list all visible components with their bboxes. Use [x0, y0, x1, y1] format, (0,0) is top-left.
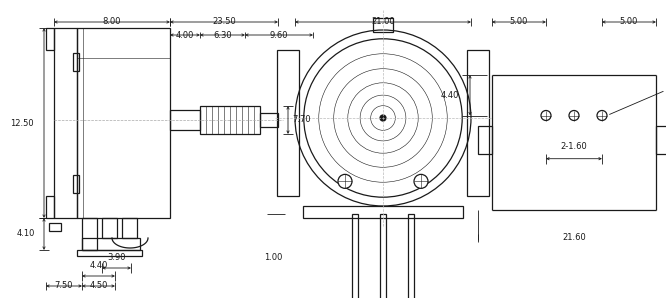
Bar — [467, 50, 489, 196]
Text: 21.60: 21.60 — [562, 234, 586, 243]
Bar — [46, 28, 54, 50]
Circle shape — [541, 111, 551, 120]
Text: 3-Ø1.20: 3-Ø1.20 — [609, 78, 666, 114]
Text: 4.40: 4.40 — [441, 91, 459, 100]
Circle shape — [597, 111, 607, 120]
Bar — [77, 250, 142, 256]
Bar — [352, 214, 358, 298]
Text: 3.90: 3.90 — [107, 254, 126, 263]
Circle shape — [380, 115, 386, 121]
Bar — [77, 28, 170, 218]
Text: 23.50: 23.50 — [212, 18, 236, 27]
Text: 5.00: 5.00 — [620, 18, 638, 27]
Text: 5.00: 5.00 — [509, 18, 528, 27]
Bar — [46, 196, 54, 218]
Bar — [260, 113, 278, 127]
Bar — [380, 214, 386, 298]
Circle shape — [338, 174, 352, 188]
Bar — [277, 50, 299, 196]
Text: 4.00: 4.00 — [176, 30, 194, 40]
Bar — [54, 28, 77, 218]
Text: 21.00: 21.00 — [371, 18, 395, 27]
Bar — [73, 53, 79, 71]
Bar — [102, 218, 117, 238]
Text: 4.40: 4.40 — [89, 262, 108, 271]
Text: 1.00: 1.00 — [264, 254, 282, 263]
Text: 2-1.60: 2-1.60 — [561, 142, 587, 151]
Text: 8.00: 8.00 — [103, 18, 121, 27]
Text: 4.10: 4.10 — [17, 229, 35, 238]
Bar — [303, 206, 463, 218]
Bar — [49, 223, 61, 231]
Text: 4.50: 4.50 — [89, 282, 108, 291]
Text: 6.30: 6.30 — [213, 30, 232, 40]
Bar — [408, 214, 414, 298]
Text: 9.60: 9.60 — [270, 30, 288, 40]
Bar — [478, 126, 492, 154]
Bar — [656, 126, 666, 154]
Bar — [373, 18, 393, 32]
Bar — [122, 218, 137, 238]
Bar — [200, 106, 260, 134]
Circle shape — [414, 174, 428, 188]
Bar — [170, 110, 200, 130]
Text: 12.50: 12.50 — [10, 119, 34, 128]
Bar — [73, 175, 79, 193]
Bar — [82, 218, 97, 250]
Circle shape — [569, 111, 579, 120]
Bar — [82, 238, 140, 250]
Text: 7.50: 7.50 — [55, 282, 73, 291]
Text: 7.70: 7.70 — [292, 116, 311, 125]
